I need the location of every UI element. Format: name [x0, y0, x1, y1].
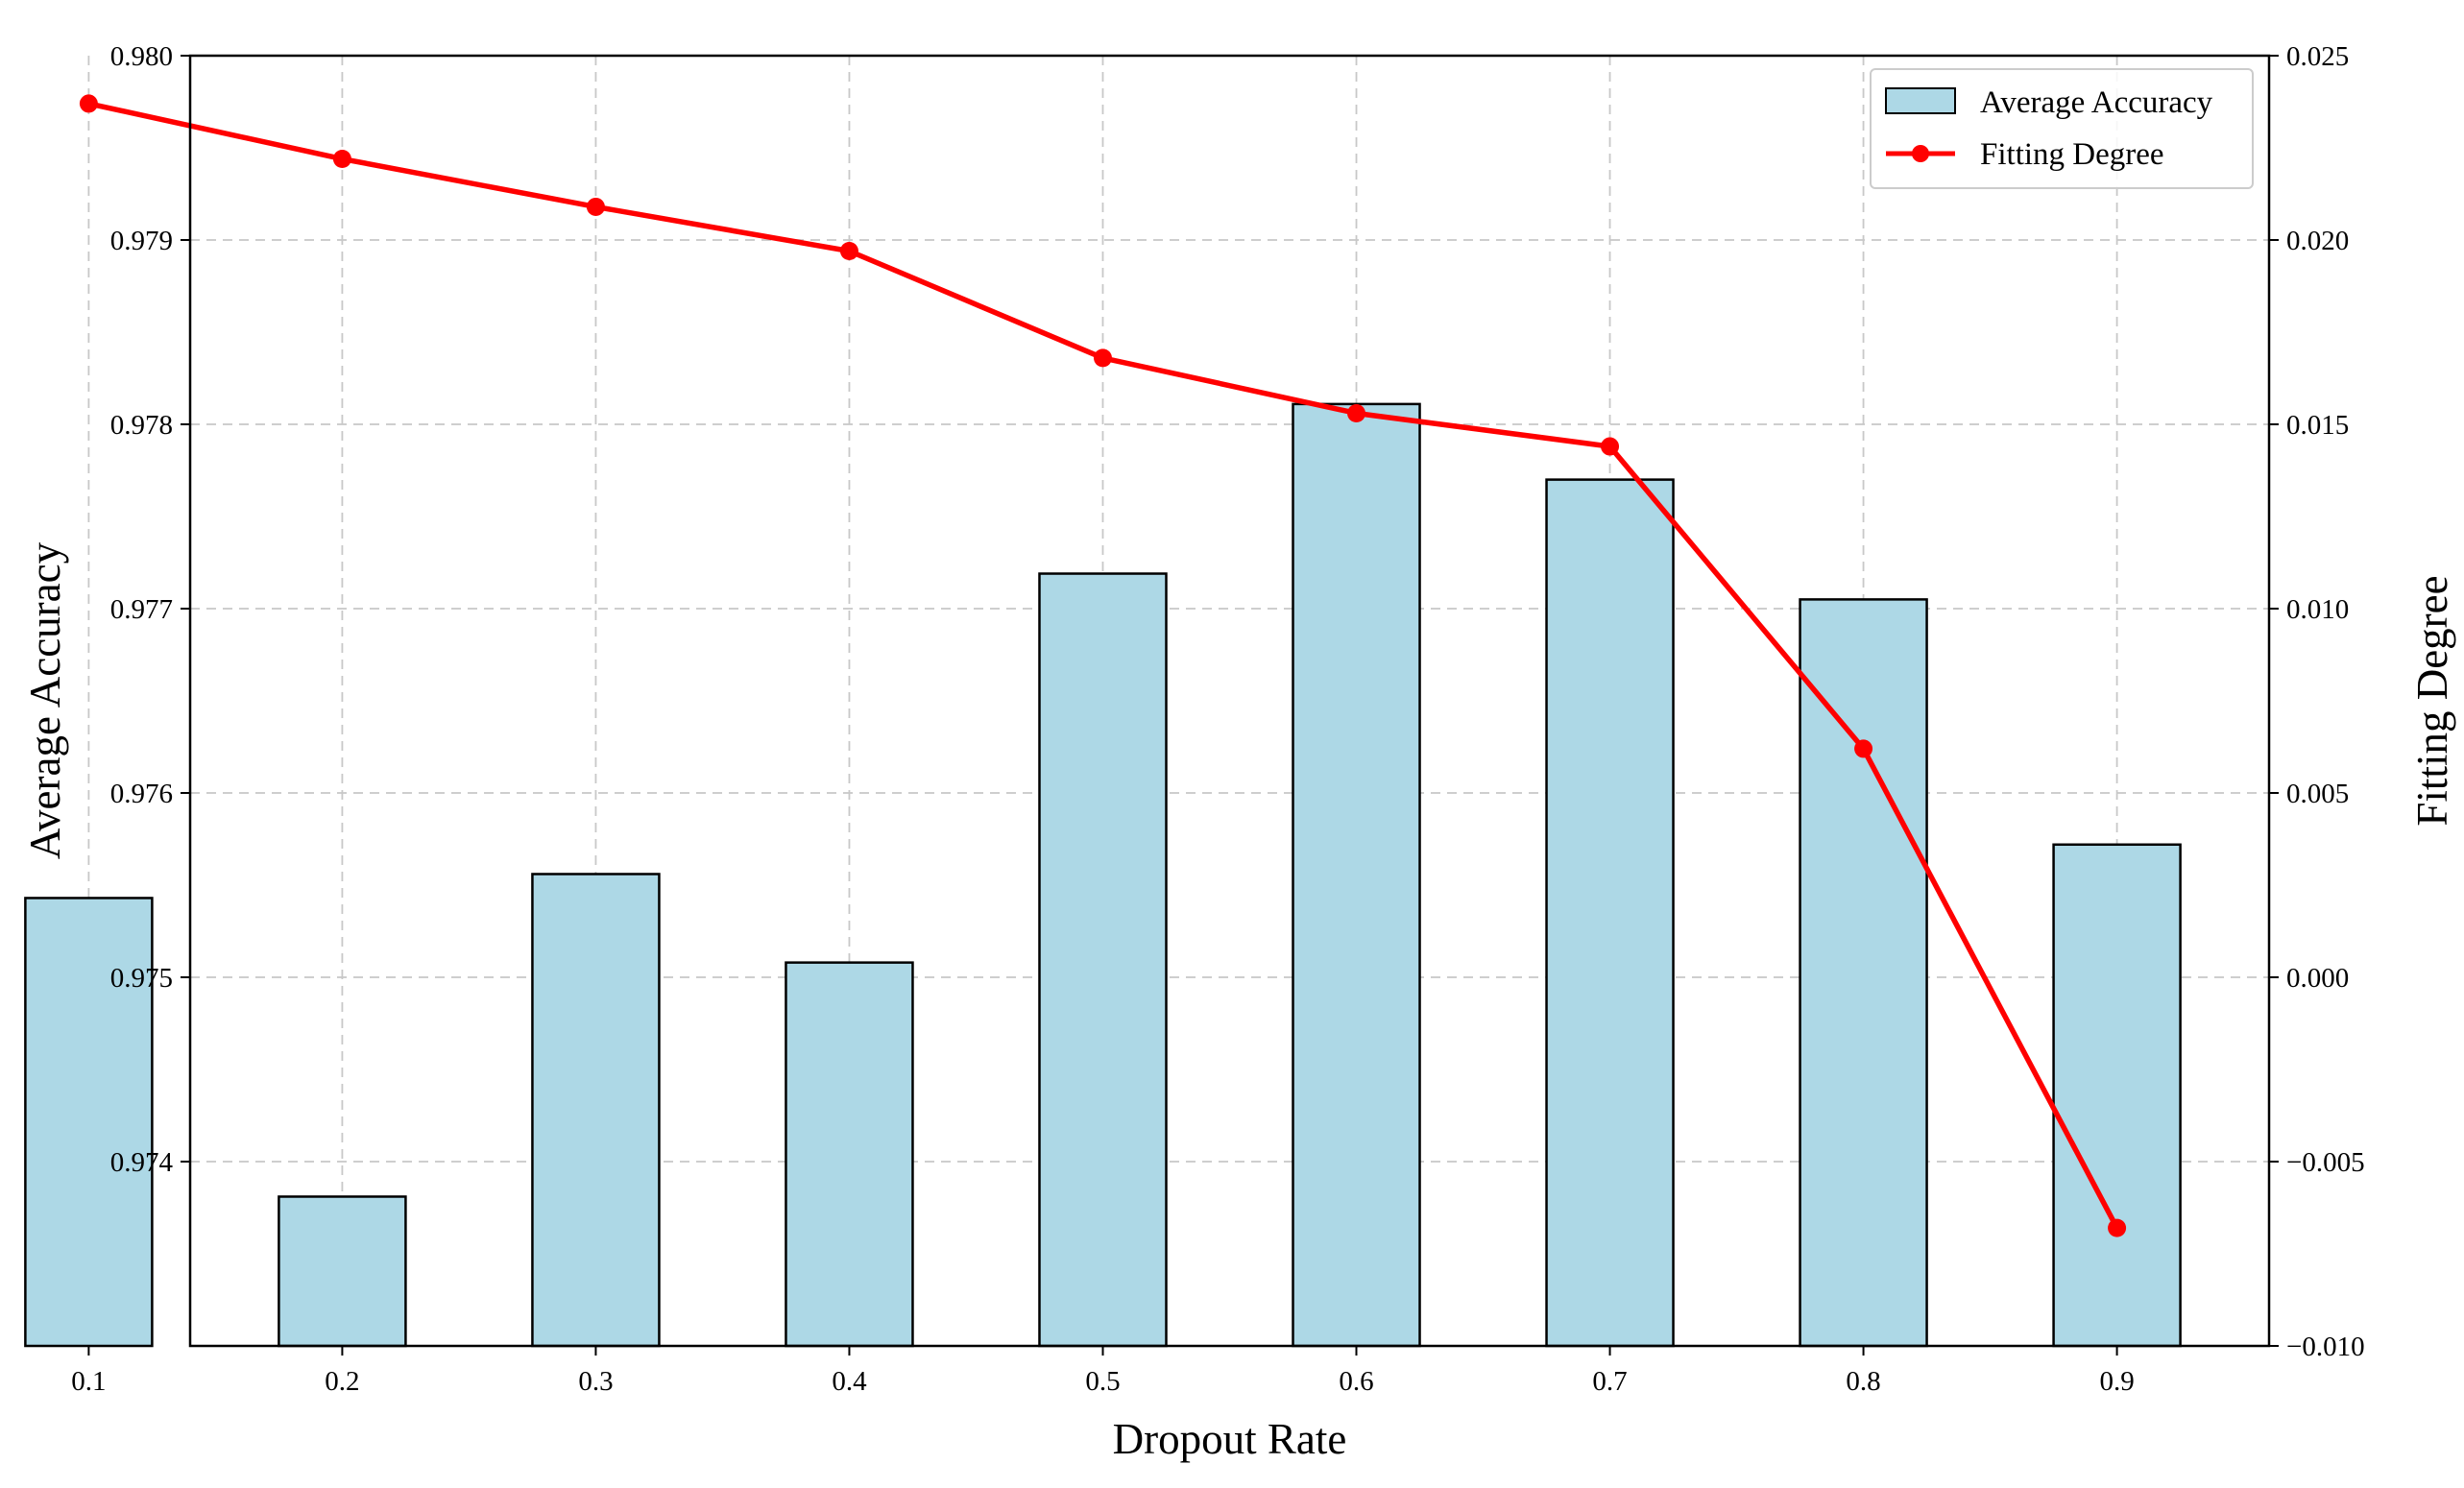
left-y-axis-ticks: 0.974 0.975 0.976 0.977 0.978 0.979 0.980	[110, 41, 190, 1178]
legend-line-marker	[1912, 145, 1929, 162]
point-0.4	[839, 242, 858, 261]
right-y-tick-label: 0.020	[2286, 226, 2349, 256]
left-y-tick-label: 0.980	[110, 41, 173, 72]
x-tick-label: 0.3	[578, 1366, 613, 1397]
x-tick-label: 0.4	[832, 1366, 867, 1397]
line-series	[79, 94, 2127, 1237]
x-tick-label: 0.7	[1592, 1366, 1627, 1397]
point-0.5	[1093, 348, 1112, 368]
point-0.7	[1601, 437, 1620, 456]
bar-0.7	[1545, 478, 1675, 1348]
bar-0.4	[785, 961, 914, 1348]
x-tick-label: 0.9	[2099, 1366, 2134, 1397]
right-y-tick-label: −0.005	[2286, 1147, 2365, 1178]
plot-frame	[188, 54, 2271, 1348]
left-y-tick-label: 0.974	[110, 1147, 174, 1178]
legend-box	[1870, 68, 2254, 189]
x-axis-label: Dropout Rate	[1113, 1415, 1347, 1463]
left-y-tick-label: 0.979	[110, 226, 173, 256]
point-0.2	[332, 150, 351, 169]
legend-bar-swatch	[1885, 87, 1956, 114]
point-0.9	[2108, 1218, 2127, 1237]
point-0.1	[79, 94, 98, 113]
point-0.8	[1854, 739, 1873, 758]
bar-series	[24, 402, 2182, 1348]
x-tick-label: 0.2	[325, 1366, 359, 1397]
right-y-tick-label: 0.015	[2286, 410, 2349, 441]
bar-0.9	[2052, 843, 2182, 1348]
bar-0.5	[1038, 572, 1168, 1348]
bar-0.6	[1292, 402, 1421, 1348]
x-tick-label: 0.5	[1085, 1366, 1120, 1397]
right-y-tick-label: 0.000	[2286, 963, 2349, 994]
left-y-tick-label: 0.977	[110, 594, 173, 625]
x-axis-ticks: 0.1 0.2 0.3 0.4 0.5 0.6 0.7 0.8 0.9	[71, 1346, 2135, 1397]
bar-0.3	[531, 873, 661, 1348]
right-y-tick-label: 0.010	[2286, 594, 2349, 625]
x-tick-label: 0.1	[71, 1366, 106, 1397]
point-0.6	[1347, 403, 1366, 422]
bar-0.1	[24, 897, 154, 1348]
right-y-axis-label: Fitting Degree	[2408, 575, 2456, 826]
x-tick-label: 0.6	[1339, 1366, 1373, 1397]
legend-label-fitting-degree: Fitting Degree	[1980, 137, 2164, 172]
x-tick-label: 0.8	[1846, 1366, 1880, 1397]
right-y-tick-label: 0.025	[2286, 41, 2349, 72]
grid	[87, 55, 2269, 1346]
left-y-tick-label: 0.976	[110, 779, 173, 809]
right-y-tick-label: −0.010	[2286, 1332, 2365, 1362]
legend-label-average-accuracy: Average Accuracy	[1980, 85, 2213, 120]
left-y-axis-label: Average Accuracy	[21, 541, 69, 859]
left-y-tick-label: 0.978	[110, 410, 173, 441]
bar-0.8	[1799, 598, 1928, 1348]
point-0.3	[586, 197, 605, 216]
right-y-tick-label: 0.005	[2286, 779, 2349, 809]
legend: Average Accuracy Fitting Degree	[1870, 68, 2254, 189]
bar-0.2	[278, 1195, 407, 1348]
right-y-axis-ticks: −0.010 −0.005 0.000 0.005 0.010 0.015 0.020 0.0…	[2269, 41, 2365, 1362]
left-y-tick-label: 0.975	[110, 963, 173, 994]
